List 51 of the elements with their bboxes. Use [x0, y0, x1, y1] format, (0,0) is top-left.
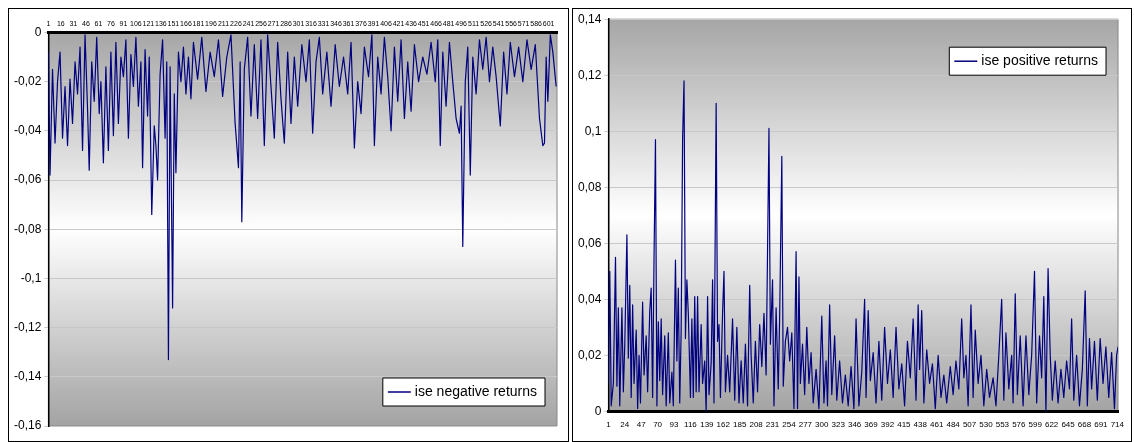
y-tick-label: 0,14	[578, 11, 602, 26]
y-tick-label: 0,12	[578, 67, 602, 82]
x-tick-label: 346	[847, 420, 862, 430]
x-tick-label: 415	[897, 420, 912, 430]
y-tick-label: -0,14	[13, 369, 42, 384]
y-tick-label: 0	[594, 403, 602, 418]
x-tick-label: 300	[815, 420, 830, 430]
legend-label: ise positive returns	[981, 52, 1099, 69]
x-tick-label: 530	[979, 420, 994, 430]
x-tick-label: 553	[995, 420, 1010, 430]
x-tick-label: 70	[653, 420, 663, 430]
y-tick-label: -0,06	[13, 172, 42, 187]
y-tick-label: 0,08	[578, 179, 602, 194]
x-tick-label: 208	[749, 420, 764, 430]
x-tick-label: 461	[930, 420, 944, 430]
x-tick-label: 599	[1028, 420, 1043, 430]
y-tick-label: 0,02	[578, 347, 602, 362]
x-tick-label: 484	[946, 420, 961, 430]
x-tick-label: 231	[765, 420, 780, 430]
x-tick-label: 139	[700, 420, 715, 430]
x-tick-label: 93	[669, 420, 680, 430]
x-tick-label: 185	[733, 420, 747, 430]
x-tick-label: 645	[1061, 420, 1076, 430]
x-tick-label: 668	[1077, 420, 1092, 430]
y-tick-label: 0	[34, 24, 42, 39]
x-tick-label: 277	[798, 420, 813, 430]
x-tick-label: 714	[1110, 420, 1125, 430]
x-tick-label: 1	[606, 420, 612, 430]
x-tick-label: 254	[782, 420, 797, 430]
x-tick-label: 507	[962, 420, 977, 430]
y-tick-label: -0,02	[13, 73, 42, 88]
y-tick-label: -0,08	[13, 221, 42, 236]
legend-label: ise negative returns	[414, 382, 538, 399]
y-tick-label: -0,12	[13, 319, 42, 334]
y-tick-label: -0,16	[13, 418, 42, 433]
x-tick-label: 24	[620, 420, 630, 430]
x-tick-label: 576	[1012, 420, 1027, 430]
x-tick-label: 162	[716, 420, 731, 430]
y-tick-label: -0,1	[20, 270, 42, 285]
x-tick-label: 369	[864, 420, 879, 430]
y-tick-label: 0,04	[578, 291, 602, 306]
y-tick-label: 0,1	[584, 123, 602, 138]
y-tick-label: -0,04	[13, 123, 42, 138]
x-tick-label: 691	[1094, 420, 1109, 430]
x-tick-label: 323	[831, 420, 846, 430]
x-tick-label: 438	[913, 420, 928, 430]
y-tick-label: 0,06	[578, 235, 602, 250]
x-tick-label: 116	[684, 420, 698, 430]
x-tick-label: 47	[636, 420, 647, 430]
x-tick-label: 392	[880, 420, 895, 430]
x-tick-label: 622	[1044, 420, 1059, 430]
